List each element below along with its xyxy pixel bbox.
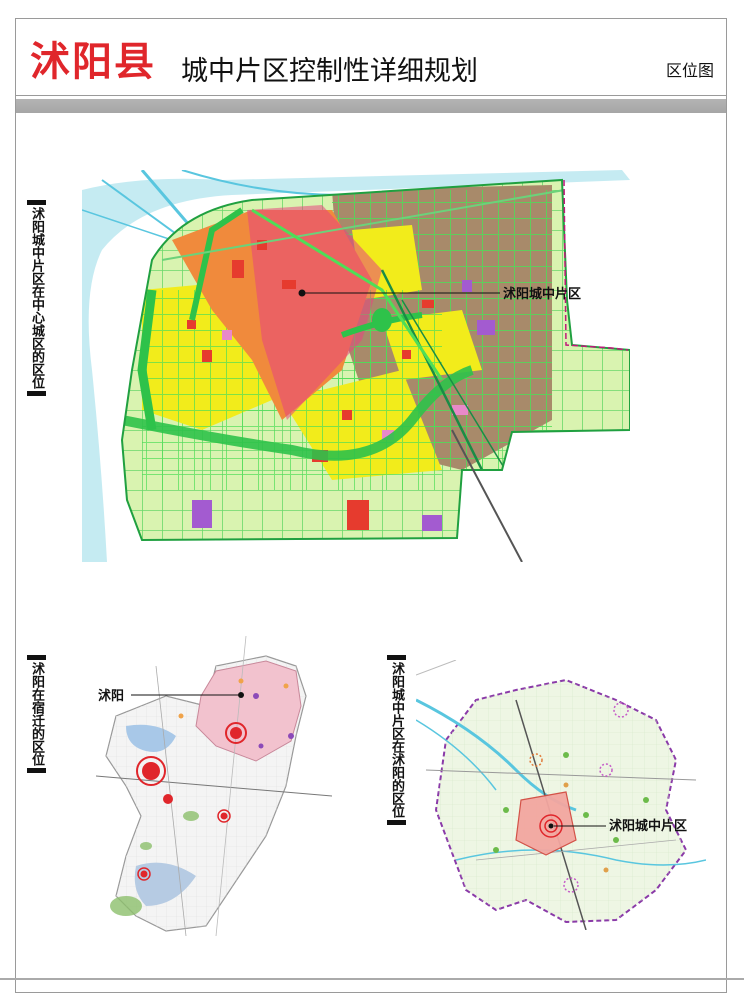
header-gray-band [16,99,726,113]
plan-title: 城中片区控制性详细规划 [181,56,478,87]
main-map-callout: 沭阳城中片区 [503,286,581,302]
sheet-bottom-edge [0,978,744,980]
central-district-land-use-map: 沭阳城中片区 [82,170,630,562]
map-type-label: 区位图 [665,61,714,80]
county-name: 沭阳县 [30,38,156,85]
suqian-map-callout: 沭阳 [98,688,124,704]
shuyang-map-side-label: 沭阳城中片区在沭阳的区位 [387,655,406,825]
suqian-map-side-label: 沭阳在宿迁的区位 [27,655,46,773]
header-divider [16,95,726,96]
shuyang-county-map: 沭阳城中片区 [416,660,706,930]
main-map-side-label: 沭阳城中片区在中心城区的区位 [27,200,46,396]
shuyang-map-callout: 沭阳城中片区 [609,818,687,834]
sheet-header: 沭阳县 城中片区控制性详细规划 区位图 [16,19,726,95]
suqian-region-map: 沭阳 [96,636,332,936]
